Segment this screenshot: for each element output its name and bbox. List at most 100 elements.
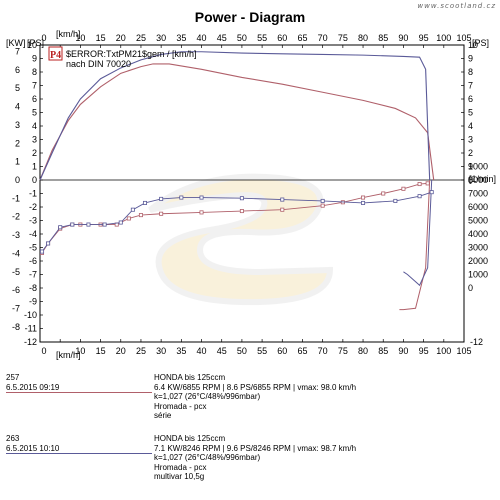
run-date: 6.5.2015 10:10 bbox=[6, 444, 60, 453]
run-vehicle: HONDA bis 125ccm bbox=[154, 373, 226, 382]
x-tick-label-top: 60 bbox=[277, 33, 287, 43]
rpm-marker-257 bbox=[239, 209, 244, 214]
run-line-swatch bbox=[6, 453, 152, 454]
watermark-logo bbox=[148, 173, 334, 306]
power-curve-263 bbox=[39, 51, 431, 181]
y-tick-label-ps-right: 0 bbox=[468, 175, 473, 185]
x-tick-label-top: 75 bbox=[338, 33, 348, 43]
x-tick-label-bottom: 95 bbox=[419, 346, 429, 356]
power-curve-257 bbox=[39, 63, 435, 181]
y-tick-label-kw: -3 bbox=[12, 230, 20, 240]
y-tick-label-ps: 3 bbox=[32, 135, 37, 145]
y-tick-label-kw: 4 bbox=[15, 102, 20, 112]
y-tick-label-kw: -7 bbox=[12, 303, 20, 313]
y-tick-label-kw: 1 bbox=[15, 157, 20, 167]
rpm-marker-263 bbox=[86, 222, 91, 227]
rpm-marker-257 bbox=[425, 181, 430, 186]
y-tick-label-rpm: 2000 bbox=[468, 256, 488, 266]
rpm-marker-263 bbox=[239, 196, 244, 201]
series-263 bbox=[39, 51, 434, 287]
rpm-marker-263 bbox=[320, 198, 325, 203]
y-tick-label-rpm: 6000 bbox=[468, 202, 488, 212]
x-tick-label-bottom: 15 bbox=[96, 346, 106, 356]
y-tick-label-ps: -8 bbox=[29, 283, 37, 293]
legend-note-line2: nach DIN 70020 bbox=[66, 59, 131, 69]
x-tick-label-bottom: 30 bbox=[156, 346, 166, 356]
x-tick-label-bottom: 55 bbox=[257, 346, 267, 356]
rpm-marker-257 bbox=[320, 203, 325, 208]
y-tick-label-kw: -8 bbox=[12, 322, 20, 332]
x-tick-label-top: 70 bbox=[318, 33, 328, 43]
y-tick-label-ps: 1 bbox=[32, 162, 37, 172]
rpm-marker-263 bbox=[58, 225, 63, 230]
x-tick-label-bottom: 75 bbox=[338, 346, 348, 356]
y-tick-label-ps-right: 5 bbox=[468, 108, 473, 118]
x-tick-label-top: 30 bbox=[156, 33, 166, 43]
y-tick-label-kw: 3 bbox=[15, 120, 20, 130]
rpm-marker-263 bbox=[102, 222, 107, 227]
y-tick-label-ps: 6 bbox=[32, 94, 37, 104]
x-tick-label-top: 100 bbox=[436, 33, 451, 43]
rpm-marker-263 bbox=[70, 222, 75, 227]
y-tick-label-ps-right: 4 bbox=[468, 121, 473, 131]
x-tick-label-bottom: 20 bbox=[116, 346, 126, 356]
y-tick-label-kw: -2 bbox=[12, 212, 20, 222]
y-tick-label-ps: 0 bbox=[32, 175, 37, 185]
run-metrics: 6.4 KW/6855 RPM | 8.6 PS/6855 RPM | vmax… bbox=[154, 382, 357, 392]
x-tick-label-top: 95 bbox=[419, 33, 429, 43]
rpm-marker-257 bbox=[159, 211, 164, 216]
rpm-marker-263 bbox=[118, 220, 123, 225]
y-tick-label-ps-right: 8 bbox=[468, 67, 473, 77]
run-note: série bbox=[154, 411, 172, 420]
power-diagram-chart: 00 10101515202025253030353540404545505055… bbox=[6, 29, 496, 360]
x-tick-label-bottom: 40 bbox=[197, 346, 207, 356]
y-tick-label-ps: -10 bbox=[24, 310, 37, 320]
x-tick-label-top: 65 bbox=[297, 33, 307, 43]
y-tick-label-ps: 10 bbox=[27, 40, 37, 50]
x-axis-unit-top: [km/h] bbox=[56, 29, 81, 39]
y-tick-label-rpm: 0 bbox=[468, 283, 473, 293]
x-tick-label-top: 25 bbox=[136, 33, 146, 43]
y-tick-label-kw: 5 bbox=[15, 83, 20, 93]
watermark-text: www.scootland.cz bbox=[417, 2, 496, 10]
x-axis-unit-bottom: [km/h] bbox=[56, 350, 81, 360]
x-tick-label-bottom: 90 bbox=[398, 346, 408, 356]
y-tick-label-ps: -7 bbox=[29, 270, 37, 280]
series-257 bbox=[39, 63, 435, 311]
x-tick-label-top: 105 bbox=[456, 33, 471, 43]
x-tick-label-bottom: 10 bbox=[75, 346, 85, 356]
y-tick-label-kw: 2 bbox=[15, 138, 20, 148]
y-tick-label-ps: 2 bbox=[32, 148, 37, 158]
x-tick-label-bottom: 100 bbox=[436, 346, 451, 356]
x-tick-label-bottom: 80 bbox=[358, 346, 368, 356]
x-tick-label-top: 40 bbox=[197, 33, 207, 43]
y-tick-label-ps-right: 6 bbox=[468, 94, 473, 104]
y-tick-label-ps-right: 9 bbox=[468, 54, 473, 64]
run-date: 6.5.2015 09:19 bbox=[6, 383, 60, 392]
y-tick-label-ps-right: 7 bbox=[468, 81, 473, 91]
y-axis-unit-ps-left: [PS] bbox=[27, 38, 44, 48]
x-tick-label-top: 55 bbox=[257, 33, 267, 43]
rpm-marker-257 bbox=[401, 186, 406, 191]
y-tick-label-kw: 7 bbox=[15, 47, 20, 57]
rpm-marker-257 bbox=[280, 207, 285, 212]
y-axis-unit-rpm: [1/min] bbox=[469, 174, 496, 184]
rpm-marker-263 bbox=[130, 207, 135, 212]
x-tick-label-top: 80 bbox=[358, 33, 368, 43]
y-tick-label-ps: -2 bbox=[29, 202, 37, 212]
y-tick-label-ps-right: 1 bbox=[468, 162, 473, 172]
y-tick-label-ps: -1 bbox=[29, 189, 37, 199]
x-tick-label-top: 45 bbox=[217, 33, 227, 43]
p4-badge-frame bbox=[48, 46, 63, 61]
decel-curve-263 bbox=[403, 179, 433, 287]
y-tick-label-kw: 6 bbox=[15, 65, 20, 75]
run-id: 257 bbox=[6, 373, 20, 382]
x-tick-label-top: 35 bbox=[176, 33, 186, 43]
y-tick-label-ps-right: 2 bbox=[468, 148, 473, 158]
run-vehicle: HONDA bis 125ccm bbox=[154, 434, 226, 443]
run-line-swatch bbox=[6, 392, 152, 393]
chart-title: Power - Diagram bbox=[194, 9, 306, 25]
run-id: 263 bbox=[6, 434, 20, 443]
rpm-marker-263 bbox=[40, 249, 45, 254]
rpm-marker-257 bbox=[417, 182, 422, 187]
